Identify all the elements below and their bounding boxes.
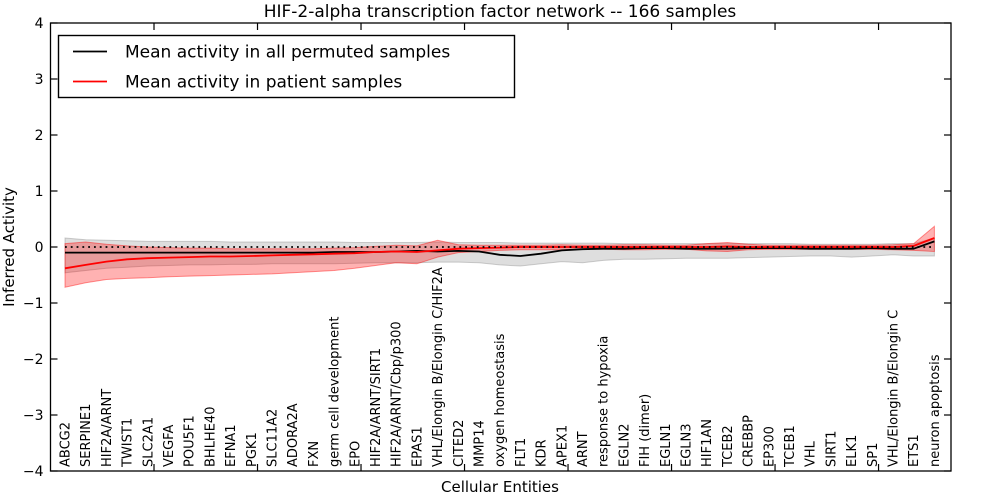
- x-category-label: neuron apoptosis: [928, 354, 943, 467]
- x-category-label: KDR: [535, 439, 550, 467]
- legend-box: [57, 34, 516, 99]
- x-category-label: CITED2: [452, 420, 467, 467]
- x-category-label: EFNA1: [224, 424, 239, 467]
- permuted-mean-line: [65, 240, 935, 257]
- y-tick-label: −4: [23, 464, 44, 480]
- x-category-label: HIF2A/ARNT/SIRT1: [369, 348, 384, 467]
- x-category-label: oxygen homeostasis: [493, 333, 508, 467]
- x-category-label: HIF2A/ARNT: [100, 389, 115, 467]
- x-category-label: BHLHE40: [203, 407, 218, 467]
- x-category-label: ABCG2: [59, 422, 74, 467]
- x-category-label: ADORA2A: [286, 403, 301, 467]
- legend-label-permuted: Mean activity in all permuted samples: [125, 43, 450, 63]
- x-category-label: MMP14: [473, 420, 488, 467]
- x-category-label: EPO: [348, 441, 363, 467]
- x-category-label: SLC2A1: [141, 417, 156, 467]
- chart-title: HIF-2-alpha transcription factor network…: [264, 2, 737, 22]
- x-category-label: SLC11A2: [266, 409, 281, 467]
- y-tick-label: 1: [35, 184, 44, 200]
- x-category-label: TCEB2: [721, 425, 736, 468]
- x-category-label: VHL/Elongin B/Elongin C: [887, 310, 902, 467]
- x-axis-title: Cellular Entities: [441, 478, 559, 496]
- x-category-label: response to hypoxia: [597, 336, 612, 467]
- y-axis-title: Inferred Activity: [0, 187, 18, 307]
- x-category-label: germ cell development: [328, 317, 343, 467]
- x-category-label: SERPINE1: [79, 404, 94, 467]
- legend: Mean activity in all permuted samples Me…: [57, 34, 516, 99]
- y-tick-label: −3: [23, 408, 44, 424]
- y-tick-label: −2: [23, 352, 44, 368]
- x-category-label: POU5F1: [183, 415, 198, 467]
- x-category-label: TCEB1: [783, 425, 798, 468]
- chart-layers: 4 3 2 1 0 −1 −2 −3 −4 ABCG2 SERPINE1 HIF2A/ARNT TWIS…: [23, 16, 952, 480]
- x-category-label: TWIST1: [121, 418, 136, 468]
- x-category-label: PGK1: [245, 432, 260, 467]
- y-tick-label: 0: [35, 240, 44, 256]
- x-category-label: CREBBP: [742, 415, 757, 467]
- x-category-label: SIRT1: [824, 431, 839, 467]
- x-category-label: APEX1: [555, 425, 570, 467]
- x-category-label: FIH (dimer): [638, 394, 653, 467]
- x-category-label: HIF2A/ARNT/Cbp/p300: [390, 321, 405, 467]
- patient-mean-line: [64, 237, 935, 270]
- x-category-label: ELK1: [845, 435, 860, 467]
- y-tick-label: 2: [35, 128, 44, 144]
- legend-label-patient: Mean activity in patient samples: [125, 73, 402, 93]
- y-tick-label: −1: [23, 296, 44, 312]
- y-tick-label: 4: [35, 16, 44, 32]
- x-category-label: EGLN1: [659, 423, 674, 467]
- x-category-label: ETS1: [907, 434, 922, 467]
- x-category-label: VHL/Elongin B/Elongin C/HIF2A: [431, 267, 446, 467]
- x-category-label: VHL: [804, 440, 819, 467]
- x-category-label: VEGFA: [162, 425, 177, 467]
- y-tick-label: 3: [35, 72, 44, 88]
- x-category-label: EP300: [762, 426, 777, 467]
- x-category-label: EGLN3: [680, 423, 695, 467]
- x-category-label: EGLN2: [617, 423, 632, 467]
- x-category-label: ARNT: [576, 431, 591, 467]
- x-category-label: FXN: [307, 441, 322, 467]
- x-category-label: HIF1AN: [700, 419, 715, 467]
- x-category-label: SP1: [866, 443, 881, 467]
- x-category-label: EPAS1: [410, 426, 425, 467]
- x-category-label: FLT1: [514, 438, 529, 467]
